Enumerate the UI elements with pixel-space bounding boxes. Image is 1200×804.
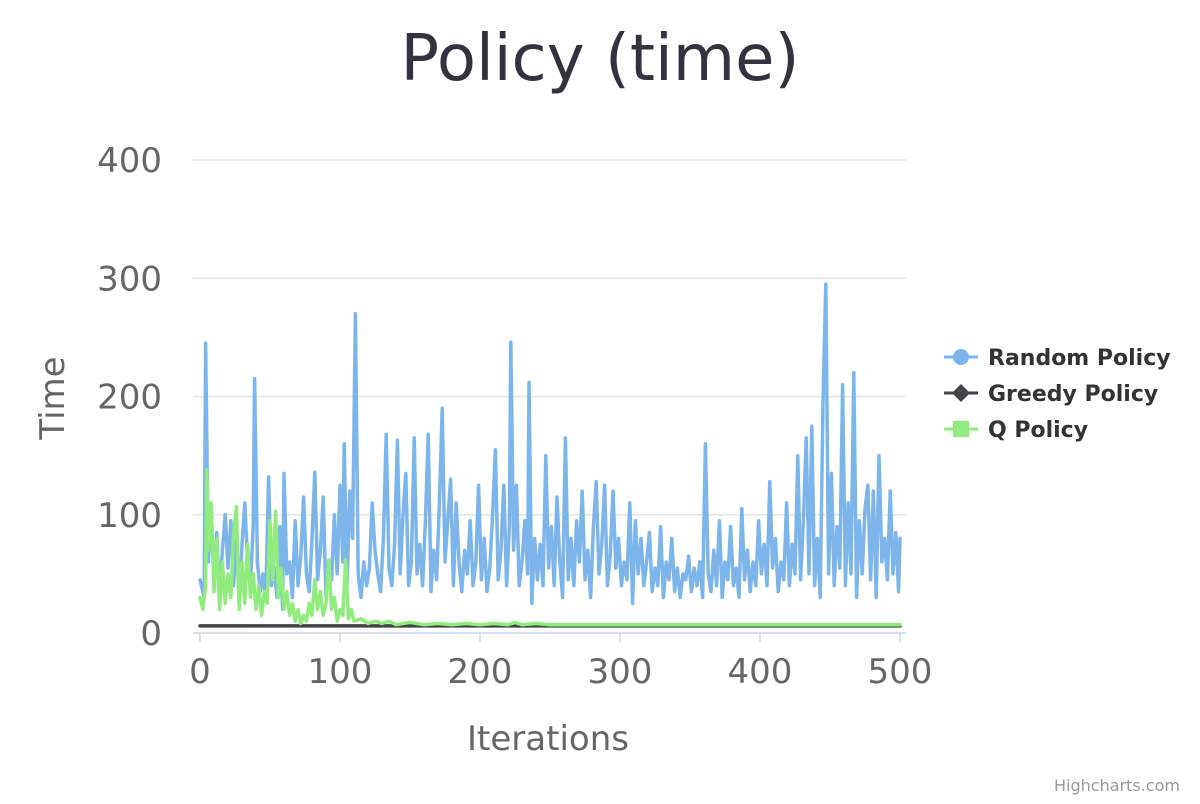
x-axis-title: Iterations: [467, 719, 629, 759]
y-tick-label: 100: [97, 496, 162, 536]
x-axis-ticks: 0 100 200 300 400 500: [189, 633, 932, 692]
series-line-random-policy[interactable]: [198, 282, 902, 612]
y-tick-label: 400: [97, 141, 162, 181]
legend: Random Policy Greedy Policy Q Policy: [944, 346, 1171, 443]
chart-title: Policy (time): [401, 22, 800, 96]
credits-link[interactable]: Highcharts.com: [1054, 776, 1180, 795]
legend-item-random-policy[interactable]: Random Policy: [944, 346, 1171, 371]
legend-item-q-policy[interactable]: Q Policy: [944, 418, 1088, 443]
x-tick-label: 400: [728, 652, 793, 692]
series-line-q-policy[interactable]: [198, 468, 902, 627]
square-marker-icon: [953, 421, 969, 437]
series-lines: [198, 282, 902, 628]
legend-label-q-policy: Q Policy: [988, 418, 1088, 443]
y-tick-label: 0: [140, 614, 162, 654]
legend-label-random-policy: Random Policy: [988, 346, 1171, 371]
diamond-marker-icon: [952, 384, 970, 402]
x-tick-label: 200: [448, 652, 513, 692]
x-tick-label: 100: [308, 652, 373, 692]
y-axis-title: Time: [33, 356, 73, 440]
x-tick-label: 500: [868, 652, 933, 692]
circle-marker-icon: [953, 349, 969, 365]
y-tick-label: 200: [97, 378, 162, 418]
legend-item-greedy-policy[interactable]: Greedy Policy: [944, 382, 1158, 407]
x-tick-label: 300: [588, 652, 653, 692]
y-tick-label: 300: [97, 259, 162, 299]
x-tick-label: 0: [189, 652, 211, 692]
y-axis-ticks: 0 100 200 300 400: [97, 141, 162, 654]
legend-label-greedy-policy: Greedy Policy: [988, 382, 1158, 407]
